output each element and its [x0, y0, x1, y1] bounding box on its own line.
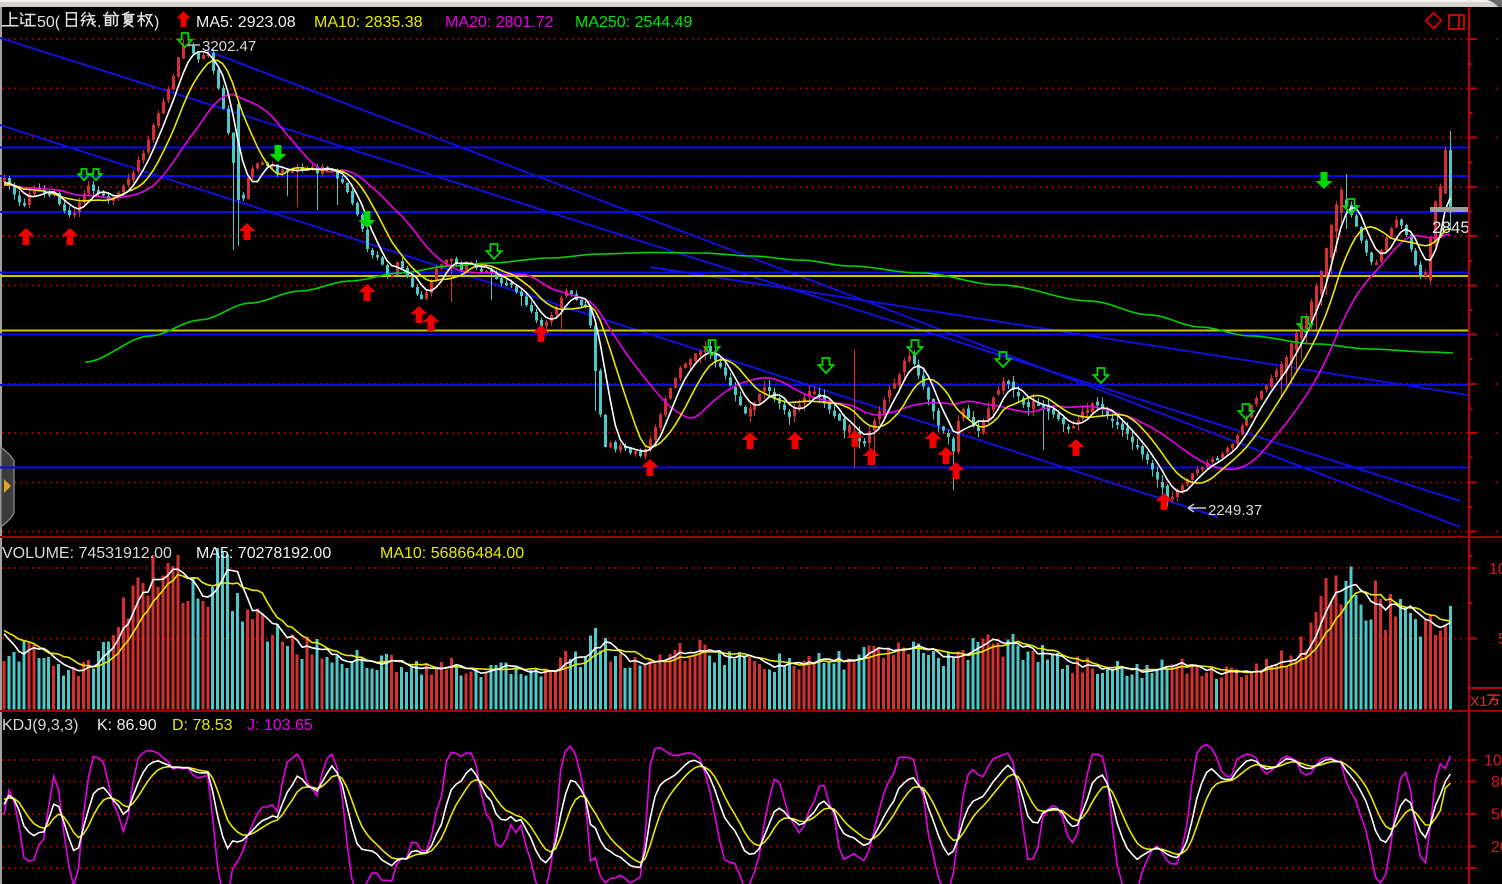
svg-text:KDJ(9,3,3): KDJ(9,3,3): [2, 717, 78, 734]
svg-text:10000: 10000: [1489, 561, 1502, 578]
svg-text:MA10: 2835.38: MA10: 2835.38: [314, 14, 423, 31]
svg-text:D: 78.53: D: 78.53: [172, 717, 233, 734]
svg-text:2249.37: 2249.37: [1208, 502, 1262, 519]
svg-text:MA5: 2923.08: MA5: 2923.08: [196, 14, 296, 31]
svg-text:MA20: 2801.72: MA20: 2801.72: [445, 14, 554, 31]
svg-text:20: 20: [1491, 839, 1502, 856]
svg-text:2845: 2845: [1432, 218, 1470, 237]
svg-text:MA10: 56866484.00: MA10: 56866484.00: [380, 545, 524, 562]
svg-text:3202.47: 3202.47: [202, 38, 256, 55]
svg-text:K: 86.90: K: 86.90: [97, 717, 157, 734]
svg-text:J: 103.65: J: 103.65: [247, 717, 313, 734]
svg-text:X1: X1: [1470, 693, 1487, 709]
svg-text:MA5: 70278192.00: MA5: 70278192.00: [196, 545, 331, 562]
svg-text:VOLUME: 74531912.00: VOLUME: 74531912.00: [2, 545, 172, 562]
svg-text:50: 50: [1491, 807, 1502, 824]
svg-text:5000: 5000: [1498, 631, 1502, 648]
svg-text:100: 100: [1484, 753, 1502, 770]
svg-text:.: .: [97, 14, 101, 31]
svg-text:MA250: 2544.49: MA250: 2544.49: [575, 14, 693, 31]
svg-text:50(: 50(: [37, 14, 61, 31]
svg-text:): ): [154, 14, 159, 31]
svg-text:80: 80: [1491, 774, 1502, 791]
